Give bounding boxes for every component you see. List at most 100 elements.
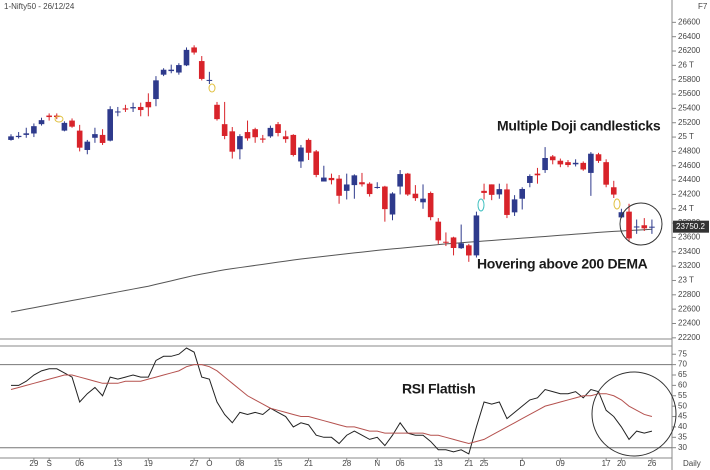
candle-body: [557, 160, 564, 165]
candle-body: [259, 138, 266, 140]
x-tick-label: 27: [190, 459, 199, 468]
candle-body: [549, 156, 556, 161]
candle-body: [595, 154, 602, 161]
candle-body: [382, 186, 388, 210]
y-tick-label: 23200: [678, 261, 701, 270]
candle-body: [450, 237, 457, 248]
candle-body: [366, 183, 373, 195]
x-tick-label: 21: [464, 459, 473, 468]
y-tick-label: 24400: [678, 175, 701, 184]
y-tick-label: 75: [678, 349, 687, 358]
candle-body: [76, 130, 83, 148]
y-tick-label: 22800: [678, 290, 701, 299]
y-tick-label: 24200: [678, 190, 701, 199]
candle-body: [443, 241, 449, 243]
candle-body: [130, 107, 136, 109]
y-tick-label: 24 T: [678, 204, 694, 213]
candle-body: [176, 65, 182, 73]
y-tick-label: 26400: [678, 32, 701, 41]
candle-body: [580, 162, 587, 170]
candle-body: [206, 79, 213, 81]
candle-body: [359, 182, 365, 185]
rsi-line: [11, 347, 653, 455]
annotation: Multiple Doji candlesticks: [497, 118, 661, 134]
candle-body: [183, 49, 190, 66]
candle-body: [168, 69, 175, 72]
candle-body: [267, 127, 274, 137]
x-tick-label: 26: [647, 459, 656, 468]
candle-body: [15, 135, 22, 138]
candle-body: [603, 162, 609, 185]
candle-body: [69, 120, 75, 127]
candle-body: [198, 61, 205, 79]
candle-body: [641, 225, 648, 229]
candle-body: [252, 129, 258, 138]
x-tick-label: N: [374, 459, 380, 468]
y-tick-label: 25 T: [678, 132, 694, 141]
y-tick-label: 40: [678, 422, 687, 431]
annotation: RSI Flattish: [402, 381, 475, 397]
y-tick-label: 25600: [678, 89, 701, 98]
candle-body: [542, 158, 548, 171]
highlight: [54, 115, 64, 123]
candle-body: [435, 221, 442, 241]
candle-body: [328, 177, 335, 181]
candle-body: [61, 122, 68, 131]
chart-title: 1-Nifty50 - 26/12/24: [4, 2, 75, 11]
rsi-line: [10, 364, 653, 445]
y-tick-label: 24600: [678, 161, 701, 170]
candle-body: [466, 245, 472, 256]
candle-body: [122, 108, 129, 110]
candle-body: [397, 174, 403, 187]
candle-body: [229, 131, 236, 152]
candle-body: [458, 243, 464, 249]
candle-body: [519, 188, 526, 199]
y-tick-label: 25800: [678, 75, 701, 84]
candle-body: [115, 111, 121, 113]
candle-body: [321, 177, 327, 182]
candle-body: [649, 226, 655, 228]
candle-body: [313, 151, 319, 175]
candle-body: [282, 136, 289, 140]
y-tick-label: 25400: [678, 103, 701, 112]
y-tick-label: 23600: [678, 233, 701, 242]
y-tick-label: 26 T: [678, 60, 694, 69]
candle-body: [527, 175, 533, 183]
candle-body: [626, 211, 632, 239]
y-tick-label: 70: [678, 360, 687, 369]
x-axis-label: Daily: [683, 459, 701, 468]
highlight-circle: [591, 371, 677, 457]
x-tick-label: 06: [396, 459, 405, 468]
candle-body: [99, 134, 106, 143]
y-tick-label: 22600: [678, 304, 701, 313]
candle-body: [137, 106, 144, 111]
candle-body: [46, 115, 52, 118]
candle-body: [244, 132, 251, 139]
y-tick-label: 60: [678, 380, 687, 389]
candle-body: [191, 47, 197, 53]
candle-body: [305, 139, 312, 153]
y-tick-label: 35: [678, 432, 687, 441]
price-tag: 23750.2: [676, 222, 705, 231]
candle-body: [153, 80, 159, 100]
candle-body: [221, 124, 228, 136]
candle-body: [420, 198, 426, 203]
candle-body: [511, 199, 518, 213]
candle-body: [610, 187, 617, 195]
candle-body: [473, 215, 480, 256]
candle-body: [374, 186, 381, 188]
x-tick-label: O: [206, 459, 212, 468]
candle-body: [84, 141, 91, 150]
x-tick-label: 17: [602, 459, 611, 468]
x-tick-label: S: [46, 459, 51, 468]
y-tick-label: 23 T: [678, 276, 694, 285]
candle-body: [160, 69, 167, 75]
candle-body: [336, 178, 342, 196]
candle-body: [427, 192, 434, 218]
y-tick-label: 25200: [678, 118, 701, 127]
candle-body: [351, 175, 358, 186]
x-tick-label: D: [519, 459, 525, 468]
y-tick-label: 45: [678, 412, 687, 421]
